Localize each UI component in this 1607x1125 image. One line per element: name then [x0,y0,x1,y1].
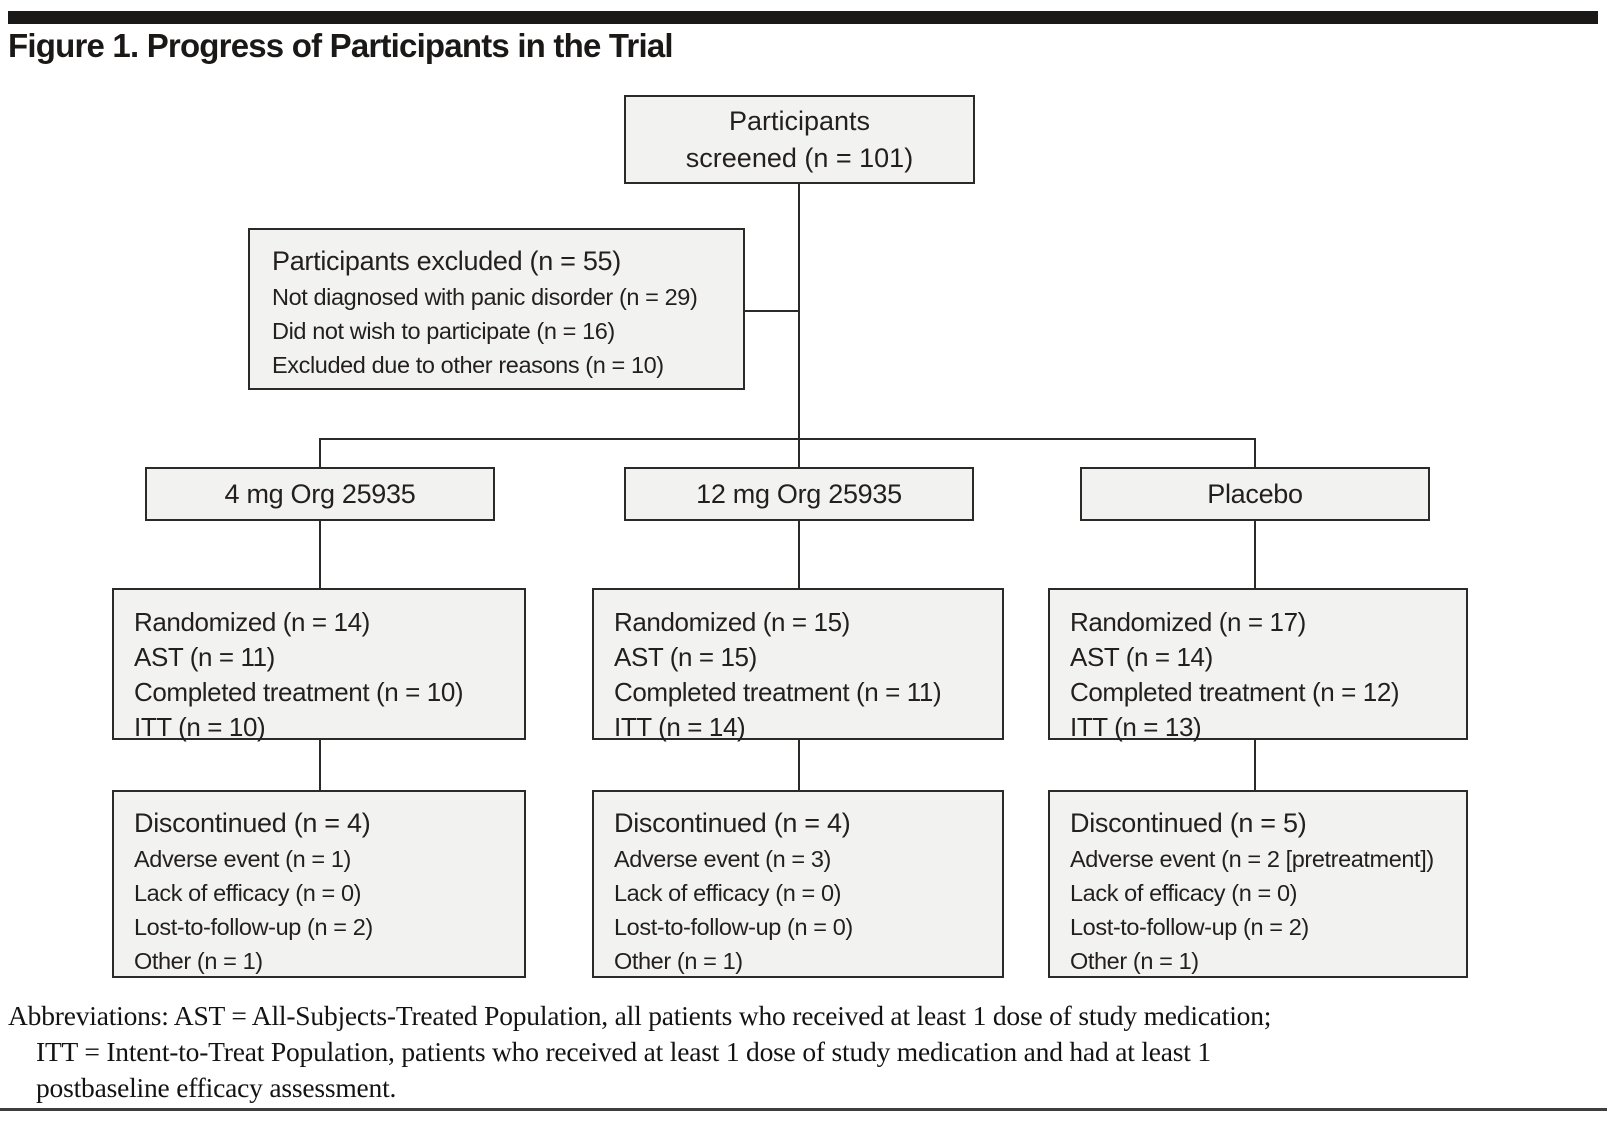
randomized-line: Randomized (n = 17) [1070,607,1306,637]
connector-excluded-branch [745,310,798,312]
randomized-line: Randomized (n = 15) [614,607,850,637]
footnote-line-3: postbaseline efficacy assessment. [36,1072,397,1103]
participants-excluded-box: Participants excluded (n = 55) Not diagn… [248,228,745,390]
discontinued-reason: Adverse event (n = 3) [614,846,831,872]
connector-randomized-to-discontinued-mid [798,740,800,790]
randomized-line: ITT (n = 10) [134,712,266,742]
randomized-line: ITT (n = 13) [1070,712,1202,742]
discontinued-box-placebo: Discontinued (n = 5) Adverse event (n = … [1048,790,1468,978]
discontinued-reason: Lost-to-follow-up (n = 2) [134,914,373,940]
connector-arm-to-randomized-left [319,521,321,588]
discontinued-reason: Other (n = 1) [134,948,263,974]
connector-screened-to-arms [798,184,800,467]
connector-arm-to-randomized-mid [798,521,800,588]
discontinued-heading: Discontinued (n = 4) [614,808,851,838]
arm-label: Placebo [1207,478,1303,509]
connector-randomized-to-discontinued-left [319,740,321,790]
connector-distribution [319,438,1256,440]
arm-box-placebo: Placebo [1080,467,1430,521]
top-rule-bar [8,11,1598,24]
randomized-line: Completed treatment (n = 11) [614,677,942,707]
randomized-line: ITT (n = 14) [614,712,746,742]
discontinued-reason: Other (n = 1) [1070,948,1199,974]
randomized-box-placebo: Randomized (n = 17) AST (n = 14) Complet… [1048,588,1468,742]
connector-drop-left [319,438,321,467]
randomized-line: AST (n = 11) [134,642,275,672]
randomized-line: Randomized (n = 14) [134,607,370,637]
discontinued-reason: Lost-to-follow-up (n = 2) [1070,914,1309,940]
randomized-line: AST (n = 14) [1070,642,1213,672]
discontinued-reason: Lack of efficacy (n = 0) [1070,880,1298,906]
discontinued-reason: Lack of efficacy (n = 0) [614,880,842,906]
arm-label: 12 mg Org 25935 [696,478,902,509]
discontinued-reason: Adverse event (n = 2 [pretreatment]) [1070,846,1434,872]
discontinued-box-4mg: Discontinued (n = 4) Adverse event (n = … [112,790,526,978]
discontinued-reason: Adverse event (n = 1) [134,846,351,872]
bottom-rule-bar [0,1108,1607,1111]
participants-screened-box: Participants screened (n = 101) [624,95,975,184]
randomized-box-4mg: Randomized (n = 14) AST (n = 11) Complet… [112,588,526,742]
arm-box-12mg: 12 mg Org 25935 [624,467,974,521]
figure-title: Figure 1. Progress of Participants in th… [8,27,674,64]
discontinued-heading: Discontinued (n = 4) [134,808,371,838]
randomized-line: AST (n = 15) [614,642,757,672]
discontinued-reason: Lost-to-follow-up (n = 0) [614,914,853,940]
arm-label: 4 mg Org 25935 [224,478,416,509]
discontinued-box-12mg: Discontinued (n = 4) Adverse event (n = … [592,790,1004,978]
excluded-reason: Excluded due to other reasons (n = 10) [272,352,664,378]
excluded-heading: Participants excluded (n = 55) [272,246,621,276]
screened-line-1: Participants [728,105,871,136]
connector-randomized-to-discontinued-right [1254,740,1256,790]
connector-drop-right [1254,438,1256,467]
arm-box-4mg: 4 mg Org 25935 [145,467,495,521]
excluded-reason: Not diagnosed with panic disorder (n = 2… [272,284,698,310]
discontinued-reason: Other (n = 1) [614,948,743,974]
randomized-line: Completed treatment (n = 10) [134,677,464,707]
connector-arm-to-randomized-right [1254,521,1256,588]
screened-line-2: screened (n = 101) [685,142,914,173]
randomized-box-12mg: Randomized (n = 15) AST (n = 15) Complet… [592,588,1004,742]
footnote-line-2: ITT = Intent-to-Treat Population, patien… [36,1036,1211,1067]
footnote-line-1: Abbreviations: AST = All-Subjects-Treate… [8,1000,1272,1031]
excluded-reason: Did not wish to participate (n = 16) [272,318,615,344]
randomized-line: Completed treatment (n = 12) [1070,677,1400,707]
discontinued-heading: Discontinued (n = 5) [1070,808,1307,838]
discontinued-reason: Lack of efficacy (n = 0) [134,880,362,906]
